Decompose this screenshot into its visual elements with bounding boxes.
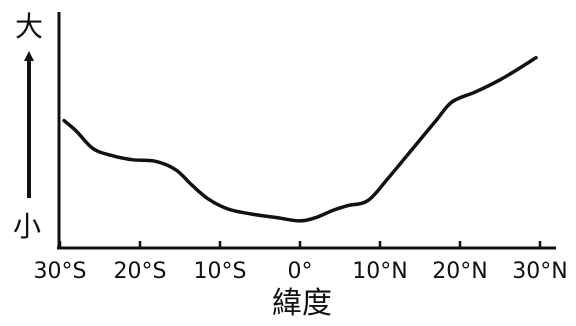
x-tick-label: 20°N	[432, 259, 487, 284]
x-ticks	[58, 241, 542, 248]
x-tick-label: 20°S	[114, 259, 167, 284]
series-line	[62, 55, 538, 223]
x-tick-label: 10°N	[352, 259, 407, 284]
x-tick-label: 0°	[288, 259, 313, 284]
y-label-low: 小	[13, 210, 41, 243]
x-tick-label: 10°S	[194, 259, 247, 284]
x-tick-label: 30°S	[34, 259, 87, 284]
x-axis-title: 緯度	[272, 286, 332, 321]
x-tick-label: 30°N	[512, 259, 567, 284]
x-tick-labels: 30°S 20°S 10°S 0° 10°N 20°N 30°N	[34, 259, 568, 284]
y-label-high: 大	[15, 10, 43, 43]
